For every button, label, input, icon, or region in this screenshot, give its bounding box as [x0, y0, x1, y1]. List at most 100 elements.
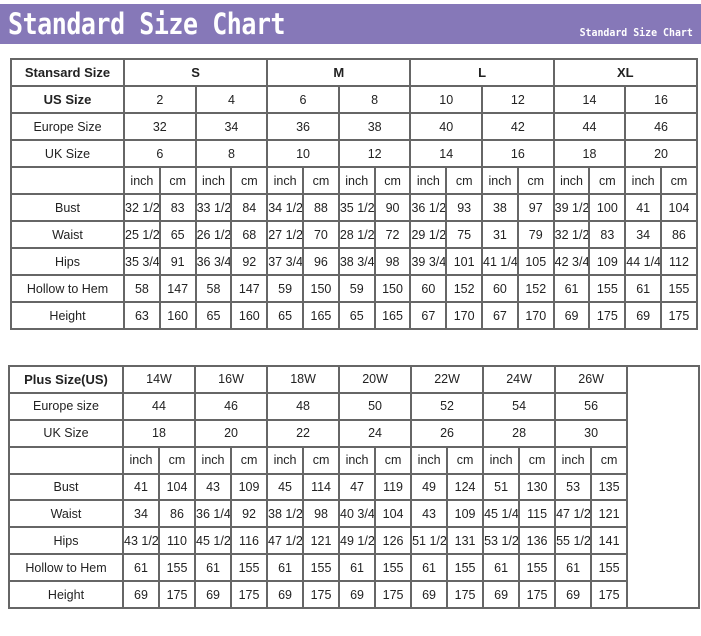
row-label — [10, 166, 125, 195]
table-cell: 61 — [482, 553, 521, 583]
table-cell: 150 — [373, 274, 412, 303]
table-cell: 175 — [302, 580, 341, 610]
table-cell: 121 — [590, 499, 629, 529]
unit-label: inch — [554, 445, 593, 475]
table-cell: 43 1/2 — [122, 526, 160, 556]
table-cell: 121 — [302, 526, 341, 556]
unit-label: inch — [194, 445, 233, 475]
table-cell: 39 1/2 — [552, 193, 591, 222]
table-cell: 18 — [121, 418, 197, 448]
row-label: Height — [10, 301, 125, 330]
unit-label: cm — [446, 445, 485, 475]
size-group: 18W — [266, 365, 341, 394]
table-row: UK Size 6 8 10 12 14 16 18 20 — [10, 139, 698, 168]
table-cell: 12 — [337, 139, 412, 168]
table-cell: 152 — [516, 274, 555, 303]
table-cell: 40 — [409, 112, 484, 141]
table-cell: 61 — [554, 553, 593, 583]
table-cell: 38 — [337, 112, 412, 141]
table-cell: 104 — [374, 499, 413, 529]
table-cell: 61 — [338, 553, 377, 583]
table-cell: 86 — [157, 499, 197, 529]
row-label: Hollow to Hem — [8, 553, 124, 583]
table-cell: 101 — [445, 247, 484, 276]
table-cell: 38 1/2 — [266, 499, 305, 529]
page-title: Standard Size Chart — [8, 7, 286, 41]
plus-size-table: Plus Size(US) 14W 16W 18W 20W 22W 24W 26W Europe… — [8, 364, 701, 610]
table-cell: 79 — [516, 220, 555, 249]
unit-label: cm — [157, 445, 197, 475]
table-cell: 60 — [409, 274, 448, 303]
table-cell: 45 — [266, 472, 305, 502]
table-cell: 22 — [266, 418, 341, 448]
table-cell: 90 — [373, 193, 412, 222]
table-cell: 49 — [410, 472, 449, 502]
table-cell: 45 1/2 — [194, 526, 233, 556]
size-group: 22W — [410, 365, 485, 394]
row-label: Height — [8, 580, 124, 610]
row-label: Europe Size — [10, 112, 125, 141]
table-cell: 69 — [266, 580, 305, 610]
table-cell: 100 — [588, 193, 627, 222]
unit-label: cm — [302, 166, 340, 195]
table-cell: 59 — [266, 274, 305, 303]
table-cell: 136 — [518, 526, 557, 556]
table-cell: 14 — [552, 85, 627, 114]
table-cell: 98 — [302, 499, 341, 529]
table-cell: 18 — [552, 139, 627, 168]
row-label — [8, 445, 124, 475]
table-cell: 69 — [338, 580, 377, 610]
table-cell: 69 — [624, 301, 663, 330]
table-cell: 147 — [230, 274, 269, 303]
table-cell: 86 — [660, 220, 698, 249]
table-cell: 88 — [302, 193, 340, 222]
table-cell: 51 1/2 — [410, 526, 449, 556]
table-cell: 175 — [590, 580, 629, 610]
unit-label: inch — [410, 445, 449, 475]
table-cell: 155 — [374, 553, 413, 583]
table-cell: 124 — [446, 472, 485, 502]
unit-label: inch — [409, 166, 448, 195]
table-cell: 38 3/4 — [337, 247, 376, 276]
table-cell: 131 — [446, 526, 485, 556]
row-label: Hips — [8, 526, 124, 556]
table-cell: 28 — [482, 418, 557, 448]
table-cell: 38 — [481, 193, 519, 222]
unit-label: inch — [624, 166, 663, 195]
table-cell: 30 — [554, 418, 629, 448]
table-cell: 165 — [373, 301, 412, 330]
table-cell: 31 — [481, 220, 519, 249]
table-cell: 36 3/4 — [194, 247, 233, 276]
table-cell: 54 — [482, 391, 557, 421]
unit-label: cm — [374, 445, 413, 475]
table-cell: 35 3/4 — [123, 247, 161, 276]
standard-size-table: Stansard Size S M L XL US Size 2 4 6 8 10 12 14 16 Eur… — [10, 58, 698, 330]
table-cell: 175 — [446, 580, 485, 610]
size-group: XL — [552, 58, 698, 87]
table-cell: 44 1/4 — [624, 247, 663, 276]
unit-label: inch — [266, 445, 305, 475]
table-cell: 20 — [624, 139, 698, 168]
size-group: 16W — [194, 365, 269, 394]
table-row: Europe Size 32 34 36 38 40 42 44 46 — [10, 112, 698, 141]
table-cell: 55 1/2 — [554, 526, 593, 556]
table-cell: 75 — [445, 220, 484, 249]
table-cell: 20 — [194, 418, 269, 448]
unit-label: cm — [230, 166, 269, 195]
table-cell: 14 — [409, 139, 484, 168]
table-cell: 47 1/2 — [554, 499, 593, 529]
unit-label: cm — [302, 445, 341, 475]
unit-label: inch — [194, 166, 233, 195]
table-cell: 160 — [230, 301, 269, 330]
table-cell: 175 — [518, 580, 557, 610]
table-cell: 69 — [410, 580, 449, 610]
table-row: US Size 2 4 6 8 10 12 14 16 — [10, 85, 698, 114]
unit-label: cm — [518, 445, 557, 475]
table-cell: 36 1/2 — [409, 193, 448, 222]
table-cell: 35 1/2 — [337, 193, 376, 222]
table-cell: 47 1/2 — [266, 526, 305, 556]
table-cell: 10 — [266, 139, 340, 168]
size-group: L — [409, 58, 555, 87]
table-cell: 61 — [122, 553, 160, 583]
table-cell: 116 — [230, 526, 269, 556]
